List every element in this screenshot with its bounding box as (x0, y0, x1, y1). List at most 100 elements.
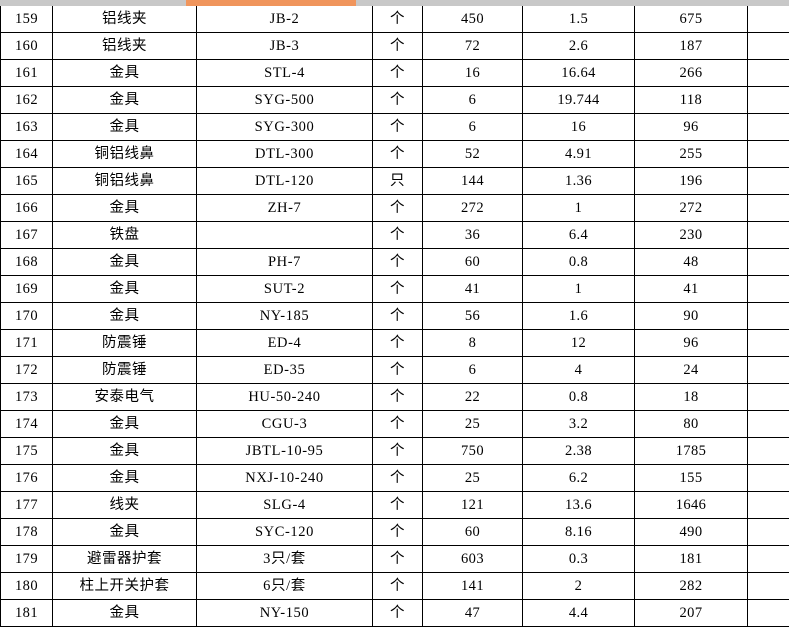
cell-unit-price[interactable]: 4 (523, 357, 635, 384)
cell-amount[interactable]: 155 (635, 465, 748, 492)
cell-quantity[interactable]: 25 (423, 465, 523, 492)
cell-unit-price[interactable]: 1.36 (523, 168, 635, 195)
cell-quantity[interactable]: 52 (423, 141, 523, 168)
cell-item-name[interactable]: 金具 (53, 303, 197, 330)
cell-notes[interactable] (748, 249, 789, 276)
cell-item-name[interactable]: 柱上开关护套 (53, 573, 197, 600)
cell-unit[interactable]: 个 (373, 384, 423, 411)
cell-specification[interactable]: HU-50-240 (197, 384, 373, 411)
cell-unit[interactable]: 个 (373, 411, 423, 438)
cell-amount[interactable]: 118 (635, 87, 748, 114)
cell-item-name[interactable]: 金具 (53, 411, 197, 438)
cell-amount[interactable]: 80 (635, 411, 748, 438)
cell-unit-price[interactable]: 3.2 (523, 411, 635, 438)
cell-unit[interactable]: 个 (373, 222, 423, 249)
cell-item-name[interactable]: 防震锤 (53, 330, 197, 357)
cell-amount[interactable]: 1785 (635, 438, 748, 465)
cell-specification[interactable]: SYC-120 (197, 519, 373, 546)
cell-row-number[interactable]: 159 (1, 6, 53, 33)
cell-unit[interactable]: 只 (373, 168, 423, 195)
cell-unit-price[interactable]: 1 (523, 195, 635, 222)
cell-unit-price[interactable]: 2.38 (523, 438, 635, 465)
cell-unit[interactable]: 个 (373, 600, 423, 627)
cell-specification[interactable]: SYG-500 (197, 87, 373, 114)
cell-unit[interactable]: 个 (373, 141, 423, 168)
cell-row-number[interactable]: 179 (1, 546, 53, 573)
cell-row-number[interactable]: 168 (1, 249, 53, 276)
cell-specification[interactable]: NY-185 (197, 303, 373, 330)
cell-row-number[interactable]: 163 (1, 114, 53, 141)
cell-quantity[interactable]: 272 (423, 195, 523, 222)
cell-row-number[interactable]: 167 (1, 222, 53, 249)
cell-notes[interactable] (748, 411, 789, 438)
cell-amount[interactable]: 282 (635, 573, 748, 600)
cell-item-name[interactable]: 铜铝线鼻 (53, 141, 197, 168)
cell-notes[interactable] (748, 60, 789, 87)
cell-unit[interactable]: 个 (373, 330, 423, 357)
cell-quantity[interactable]: 450 (423, 6, 523, 33)
cell-unit[interactable]: 个 (373, 438, 423, 465)
cell-quantity[interactable]: 121 (423, 492, 523, 519)
cell-notes[interactable] (748, 573, 789, 600)
cell-row-number[interactable]: 176 (1, 465, 53, 492)
cell-row-number[interactable]: 169 (1, 276, 53, 303)
cell-row-number[interactable]: 165 (1, 168, 53, 195)
cell-amount[interactable]: 96 (635, 114, 748, 141)
cell-notes[interactable] (748, 546, 789, 573)
cell-quantity[interactable]: 141 (423, 573, 523, 600)
cell-unit-price[interactable]: 16.64 (523, 60, 635, 87)
cell-unit-price[interactable]: 16 (523, 114, 635, 141)
cell-unit-price[interactable]: 4.91 (523, 141, 635, 168)
cell-specification[interactable]: NY-150 (197, 600, 373, 627)
cell-item-name[interactable]: 避雷器护套 (53, 546, 197, 573)
cell-unit-price[interactable]: 12 (523, 330, 635, 357)
cell-notes[interactable] (748, 141, 789, 168)
cell-quantity[interactable]: 603 (423, 546, 523, 573)
cell-unit-price[interactable]: 2 (523, 573, 635, 600)
cell-notes[interactable] (748, 168, 789, 195)
cell-quantity[interactable]: 36 (423, 222, 523, 249)
cell-row-number[interactable]: 161 (1, 60, 53, 87)
cell-item-name[interactable]: 金具 (53, 600, 197, 627)
cell-amount[interactable]: 490 (635, 519, 748, 546)
cell-item-name[interactable]: 金具 (53, 249, 197, 276)
cell-quantity[interactable]: 41 (423, 276, 523, 303)
highlighted-cell-fragment[interactable] (186, 0, 356, 6)
cell-unit[interactable]: 个 (373, 195, 423, 222)
cell-unit[interactable]: 个 (373, 114, 423, 141)
cell-unit[interactable]: 个 (373, 303, 423, 330)
cell-amount[interactable]: 18 (635, 384, 748, 411)
cell-unit[interactable]: 个 (373, 60, 423, 87)
cell-amount[interactable]: 90 (635, 303, 748, 330)
cell-unit-price[interactable]: 2.6 (523, 33, 635, 60)
cell-item-name[interactable]: 金具 (53, 114, 197, 141)
cell-specification[interactable]: CGU-3 (197, 411, 373, 438)
cell-specification[interactable] (197, 222, 373, 249)
cell-row-number[interactable]: 160 (1, 33, 53, 60)
cell-notes[interactable] (748, 384, 789, 411)
cell-specification[interactable]: 6只/套 (197, 573, 373, 600)
cell-amount[interactable]: 266 (635, 60, 748, 87)
cell-unit[interactable]: 个 (373, 546, 423, 573)
cell-notes[interactable] (748, 492, 789, 519)
cell-amount[interactable]: 187 (635, 33, 748, 60)
cell-item-name[interactable]: 铝线夹 (53, 33, 197, 60)
cell-amount[interactable]: 48 (635, 249, 748, 276)
cell-item-name[interactable]: 金具 (53, 465, 197, 492)
cell-row-number[interactable]: 175 (1, 438, 53, 465)
cell-quantity[interactable]: 25 (423, 411, 523, 438)
